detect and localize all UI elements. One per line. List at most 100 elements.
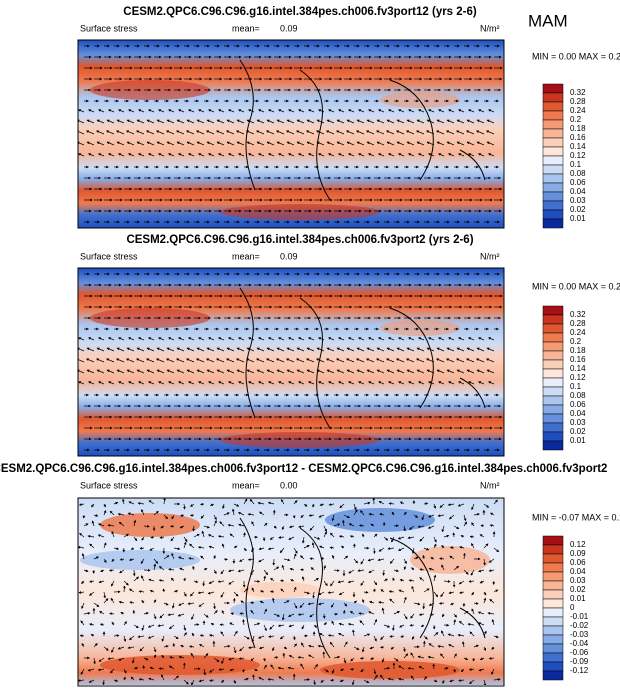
wind-vector <box>286 369 295 374</box>
colorbar-label: -0.09 <box>570 657 589 666</box>
wind-vector <box>427 525 435 529</box>
wind-vector <box>186 119 195 124</box>
wind-vector <box>163 514 169 520</box>
wind-vector <box>192 525 196 532</box>
wind-vector <box>446 347 455 352</box>
colorbar-label: 0 <box>570 603 575 612</box>
wind-vector <box>118 381 125 385</box>
map-anomaly <box>410 546 490 574</box>
wind-vector <box>386 347 395 352</box>
wind-vector <box>488 381 495 385</box>
colorbar-label: 0.08 <box>570 391 586 400</box>
colorbar-label: 0.01 <box>570 214 586 223</box>
colorbar-label: -0.04 <box>570 639 589 648</box>
colorbar-box <box>542 314 564 325</box>
wind-vector <box>266 119 275 124</box>
colorbar-label: 0.32 <box>570 88 586 97</box>
colorbar-label: -0.12 <box>570 666 589 675</box>
units: N/m² <box>480 23 500 33</box>
wind-vector <box>376 347 385 352</box>
colorbar-box <box>542 634 564 645</box>
wind-vector <box>86 141 95 146</box>
wind-vector <box>116 119 125 124</box>
wind-vector <box>343 514 350 519</box>
colorbar-box <box>542 544 564 555</box>
wind-vector <box>118 153 125 157</box>
wind-vector <box>248 337 255 341</box>
wind-vector <box>298 337 305 341</box>
wind-vector <box>448 109 455 113</box>
colorbar-label: 0.24 <box>570 106 586 115</box>
wind-vector <box>316 141 325 146</box>
wind-vector <box>189 513 195 517</box>
wind-vector <box>306 141 315 146</box>
wind-vector <box>175 130 185 135</box>
colorbar-label: 0.09 <box>570 549 586 558</box>
wind-vector <box>340 545 345 549</box>
wind-vector <box>476 347 485 352</box>
wind-vector <box>207 534 215 538</box>
wind-vector <box>148 109 155 113</box>
wind-vector <box>251 521 255 527</box>
wind-vector <box>221 543 225 549</box>
wind-vector <box>113 501 119 505</box>
wind-vector <box>468 337 475 341</box>
wind-vector <box>128 153 135 157</box>
wind-vector <box>329 546 335 550</box>
wind-vector <box>448 153 455 157</box>
wind-vector <box>268 153 275 157</box>
colorbar-label: 0.28 <box>570 319 586 328</box>
wind-vector <box>275 358 285 363</box>
wind-vector <box>226 347 235 352</box>
wind-vector <box>398 381 405 385</box>
wind-vector <box>298 109 305 113</box>
wind-vector <box>197 546 205 549</box>
wind-vector <box>168 153 175 157</box>
wind-vector <box>248 153 255 157</box>
wind-vector <box>88 337 95 341</box>
colorbar-box <box>542 332 564 343</box>
wind-vector <box>78 358 85 363</box>
wind-vector <box>105 130 115 135</box>
wind-vector <box>123 533 129 538</box>
wind-vector <box>238 381 245 385</box>
colorbar-label: 0.03 <box>570 576 586 585</box>
wind-vector <box>189 543 195 549</box>
wind-vector <box>303 503 308 507</box>
wind-vector <box>78 503 85 506</box>
colorbar-label: 0.14 <box>570 142 586 151</box>
wind-vector <box>255 130 265 135</box>
wind-vector <box>366 119 375 124</box>
wind-vector <box>413 514 419 518</box>
wind-vector <box>196 119 205 124</box>
wind-vector <box>243 547 247 552</box>
wind-vector <box>360 510 365 516</box>
wind-vector <box>306 347 315 352</box>
wind-vector <box>78 130 85 135</box>
colorbar-box <box>542 652 564 663</box>
wind-vector <box>222 503 225 510</box>
wind-vector <box>306 369 315 374</box>
coastline <box>239 517 486 659</box>
wind-vector <box>269 536 275 540</box>
colorbar-box <box>542 191 564 202</box>
wind-vector <box>433 503 437 509</box>
map-anomaly <box>100 513 200 537</box>
wind-vector <box>193 533 200 538</box>
wind-vector <box>136 347 145 352</box>
colorbar-box <box>542 200 564 211</box>
colorbar-box <box>542 643 564 654</box>
wind-vector <box>106 347 115 352</box>
wind-vector <box>456 369 465 374</box>
wind-vector <box>438 109 445 113</box>
wind-vector <box>145 130 155 135</box>
wind-vector <box>348 153 355 157</box>
wind-vector <box>146 347 155 352</box>
field-name: Surface stress <box>80 480 138 490</box>
wind-vector <box>267 501 275 505</box>
map-anomaly <box>320 661 460 679</box>
wind-vector <box>158 153 165 157</box>
wind-vector <box>418 153 425 157</box>
wind-vector <box>246 141 255 146</box>
